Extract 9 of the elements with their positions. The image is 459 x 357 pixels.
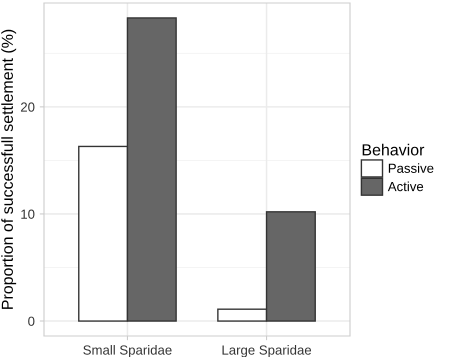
y-tick-label: 10	[21, 210, 34, 219]
y-tick-label: 20	[20, 102, 34, 112]
legend-label: Passive	[388, 163, 434, 173]
y-axis-title: Proportion of successfull settlement (%)	[1, 30, 16, 309]
x-tick-label: Small Sparidae	[83, 345, 172, 357]
legend-label: Active	[388, 182, 424, 192]
y-tick-label: 0	[28, 316, 34, 326]
legend-title: Behavior	[362, 144, 424, 156]
x-tick-label: Large Sparidae	[222, 345, 312, 357]
